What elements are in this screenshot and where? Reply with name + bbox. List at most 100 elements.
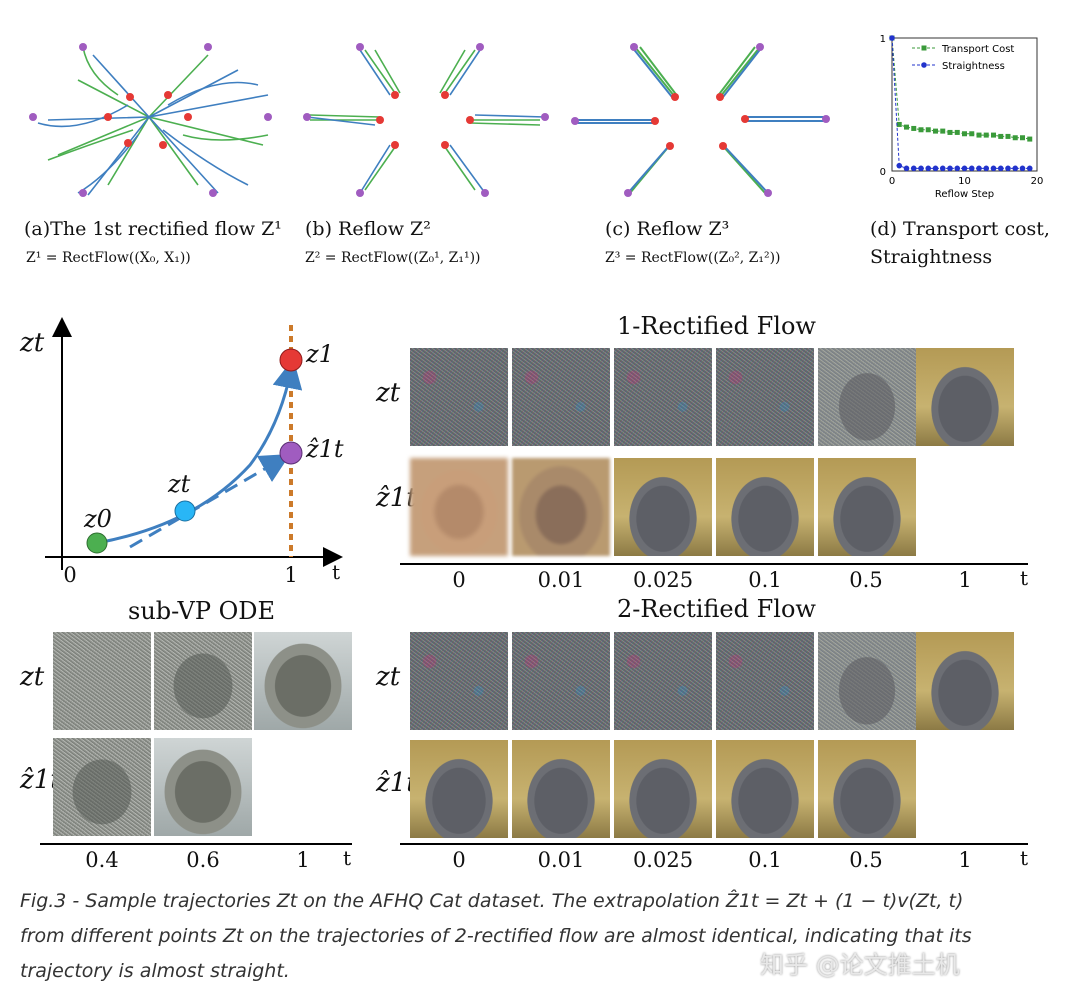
- panel-c-formula: Z³ = RectFlow((Z₀², Z₁²)): [605, 250, 781, 266]
- chart-point: [1012, 135, 1018, 141]
- flow1-tick-5: 1: [958, 568, 972, 592]
- subvp-zhat-tile-1: [53, 738, 151, 836]
- panel-a-formula: Z¹ = RectFlow((X₀, X₁)): [26, 250, 191, 266]
- chart-point: [983, 165, 990, 172]
- flow1-axis-line: [400, 563, 1028, 565]
- panel-d-chart: 0 1 0 10 20 Reflow Step Transport Cost Straight…: [870, 28, 1045, 208]
- panel-d-label: (d) Transport cost,: [870, 218, 1050, 240]
- subvp-title: sub-VP ODE: [128, 597, 276, 625]
- chart-point: [991, 132, 996, 138]
- chart-point: [1012, 165, 1019, 172]
- chart-x-tick: 0: [889, 176, 895, 187]
- flow2-row-zhat-label: ẑ1t: [376, 768, 417, 798]
- legend-label: Straightness: [942, 61, 1005, 72]
- chart-point: [1005, 165, 1011, 172]
- chart-point: [962, 131, 967, 137]
- chart-point: [961, 165, 968, 172]
- chart-x-tick: 20: [1031, 176, 1044, 187]
- diagram-zt-label: zt: [168, 470, 191, 498]
- flow2-zhat-tile-1: [410, 740, 508, 838]
- flow1-axis-label: t: [1020, 566, 1029, 590]
- panel-b-label: (b) Reflow Z²: [305, 218, 431, 240]
- flow1-tick-4: 0.5: [849, 568, 883, 592]
- chart-point: [1020, 135, 1025, 141]
- diagram-z0-label: z0: [84, 505, 112, 533]
- chart-point: [932, 165, 939, 172]
- chart-point: [990, 165, 997, 172]
- chart-point: [918, 127, 924, 133]
- chart-point: [918, 165, 924, 172]
- chart-point: [903, 165, 910, 172]
- legend-marker: [921, 45, 927, 51]
- chart-y-tick: 0: [880, 167, 886, 178]
- trajectory-diagram: [15, 315, 365, 595]
- flow1-tick-3: 0.1: [748, 568, 782, 592]
- chart-point: [889, 35, 895, 41]
- panel-c-label: (c) Reflow Z³: [605, 218, 730, 240]
- chart-point: [969, 131, 975, 137]
- flow2-zt-tile-6: [916, 632, 1014, 730]
- chart-point: [954, 129, 960, 135]
- flow1-zhat-tile-1: [410, 458, 508, 556]
- chart-x-label: Reflow Step: [935, 189, 994, 200]
- caption-line-2: from different points Zt on the trajecto…: [20, 925, 972, 947]
- flow1-title: 1-Rectified Flow: [617, 312, 816, 340]
- chart-point: [911, 125, 917, 131]
- chart-point: [947, 165, 953, 172]
- chart-point: [1027, 136, 1033, 142]
- flow2-tick-0: 0: [452, 848, 466, 872]
- chart-point: [933, 128, 938, 134]
- panel-a-label: (a)The 1st rectified flow Z¹: [24, 218, 282, 240]
- subvp-zhat-tile-2: [154, 738, 252, 836]
- flow2-zt-tile-4: [716, 632, 814, 730]
- flow2-tick-1: 0.01: [537, 848, 585, 872]
- flow2-axis-label: t: [1020, 846, 1029, 870]
- panel-c-figure: [570, 35, 832, 200]
- subvp-zt-tile-2: [154, 632, 252, 730]
- flow1-zt-tile-1: [410, 348, 508, 446]
- flow2-zhat-tile-5: [818, 740, 916, 838]
- subvp-zt-tile-1: [53, 632, 151, 730]
- legend-label: Transport Cost: [941, 44, 1014, 55]
- flow1-zhat-tile-3: [614, 458, 712, 556]
- chart-point: [976, 132, 982, 138]
- flow1-tick-1: 0.01: [537, 568, 585, 592]
- chart-point: [1005, 133, 1011, 139]
- legend-marker: [921, 62, 927, 68]
- chart-point: [1026, 165, 1033, 172]
- chart-point: [1019, 165, 1026, 172]
- flow1-zt-tile-5: [818, 348, 916, 446]
- diagram-z1-label: z1: [306, 340, 334, 368]
- panel-b-figure: [295, 35, 557, 200]
- flow1-tick-2: 0.025: [632, 568, 694, 592]
- chart-point: [896, 162, 903, 169]
- chart-point: [976, 165, 982, 172]
- chart-point: [939, 165, 946, 172]
- chart-y-tick: 1: [880, 34, 886, 45]
- subvp-axis-line: [40, 843, 352, 845]
- panel-b-trajectories: [303, 43, 549, 197]
- caption-line-3: trajectory is almost straight.: [20, 960, 290, 982]
- flow1-zhat-tile-4: [716, 458, 814, 556]
- trajectory-diagram-svg: [45, 317, 343, 570]
- subvp-tick-2: 1: [296, 848, 310, 872]
- flow2-zt-tile-1: [410, 632, 508, 730]
- watermark-text: 知乎 @论文推土机: [760, 951, 960, 979]
- flow2-zt-tile-5: [818, 632, 916, 730]
- flow1-row-zhat-label: ẑ1t: [376, 483, 417, 513]
- flow2-tick-3: 0.1: [748, 848, 782, 872]
- flow2-axis-line: [400, 843, 1028, 845]
- flow2-tick-4: 0.5: [849, 848, 883, 872]
- flow2-zt-tile-2: [512, 632, 610, 730]
- flow2-zt-tile-3: [614, 632, 712, 730]
- chart-point: [925, 165, 932, 172]
- flow1-zt-tile-2: [512, 348, 610, 446]
- chart-point: [954, 165, 961, 172]
- flow2-zhat-tile-2: [512, 740, 610, 838]
- flow2-zhat-tile-4: [716, 740, 814, 838]
- chart-frame: [891, 37, 1038, 172]
- flow2-zhat-tile-3: [614, 740, 712, 838]
- diagram-x-label: t: [332, 560, 341, 584]
- panel-d-label-2: Straightness: [870, 246, 993, 268]
